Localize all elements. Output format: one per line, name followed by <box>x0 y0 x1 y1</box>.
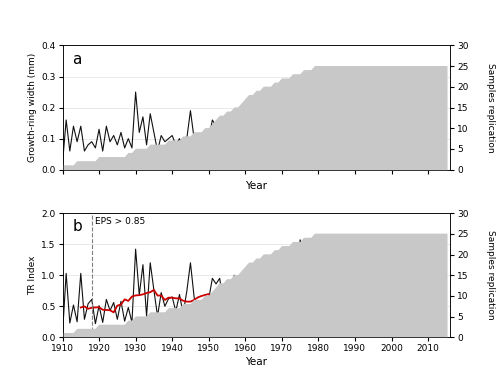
X-axis label: Year: Year <box>245 181 267 191</box>
Text: b: b <box>72 219 82 234</box>
Y-axis label: TR Index: TR Index <box>28 255 37 295</box>
X-axis label: Year: Year <box>245 357 267 367</box>
Text: a: a <box>72 52 82 67</box>
Text: EPS > 0.85: EPS > 0.85 <box>96 218 146 227</box>
Y-axis label: Growth-ring width (mm): Growth-ring width (mm) <box>28 53 37 162</box>
Y-axis label: Samples replication: Samples replication <box>486 63 496 152</box>
Y-axis label: Samples replication: Samples replication <box>486 230 496 320</box>
